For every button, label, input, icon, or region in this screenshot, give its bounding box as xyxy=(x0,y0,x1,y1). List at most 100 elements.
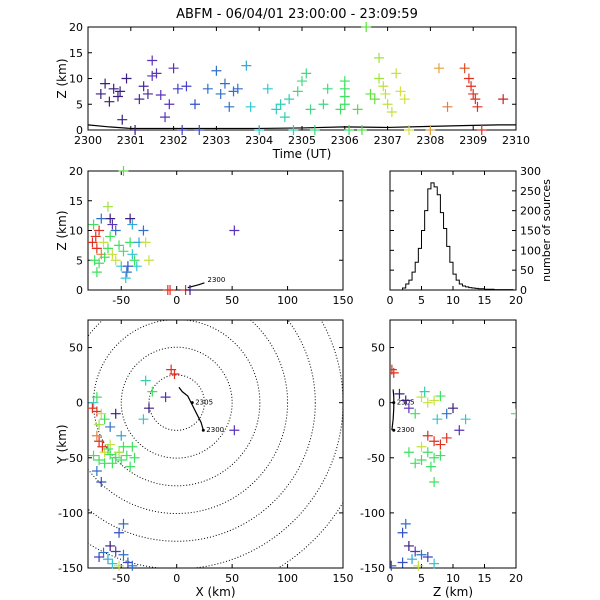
source-point xyxy=(127,219,138,230)
y-axis-label: Z (km) xyxy=(55,58,69,98)
x-tick-label: 2304 xyxy=(245,134,273,147)
source-point xyxy=(127,560,138,571)
source-point xyxy=(413,560,424,571)
source-point xyxy=(378,81,389,92)
track-label: 2300 xyxy=(397,426,415,434)
panel-x-height: -50 0 50 100 150 0 5 10 15 20 Z (km) 2300 xyxy=(55,165,354,307)
source-point xyxy=(160,392,171,403)
y-tick-label: 0 xyxy=(520,284,527,297)
source-point xyxy=(429,436,440,447)
source-point xyxy=(98,237,109,248)
source-point xyxy=(94,258,105,269)
x-tick-label: 50 xyxy=(225,572,239,585)
source-point xyxy=(107,458,118,469)
source-point xyxy=(390,367,399,378)
source-point xyxy=(284,94,295,105)
source-point xyxy=(386,106,397,117)
source-point xyxy=(229,225,240,236)
source-point xyxy=(94,551,105,562)
source-point xyxy=(96,408,107,419)
x-tick-label: 2307 xyxy=(374,134,402,147)
points-layer xyxy=(88,166,240,295)
source-point xyxy=(181,81,192,92)
source-point xyxy=(108,83,119,94)
x-tick-label: -50 xyxy=(112,572,130,585)
source-point xyxy=(245,101,256,112)
range-ring xyxy=(88,320,289,515)
source-point xyxy=(403,403,414,414)
source-point xyxy=(151,68,162,79)
source-point xyxy=(422,551,433,562)
plot-frame xyxy=(389,319,517,569)
x-tick-label: 20 xyxy=(509,294,523,307)
source-point xyxy=(301,68,312,79)
source-point xyxy=(397,527,408,538)
track-line xyxy=(391,389,395,431)
source-point xyxy=(279,112,290,123)
source-point xyxy=(416,549,427,560)
source-point xyxy=(134,94,145,105)
range-ring xyxy=(88,320,316,542)
source-point xyxy=(127,249,138,260)
y-axis-label: Z (km) xyxy=(55,210,69,250)
y-tick-label: 50 xyxy=(69,342,83,355)
source-point xyxy=(468,88,479,99)
x-axis-label: Time (UT) xyxy=(272,147,332,161)
source-point xyxy=(117,114,128,125)
source-point xyxy=(115,86,126,97)
source-point xyxy=(391,68,402,79)
source-point xyxy=(361,22,372,32)
source-point xyxy=(400,395,411,406)
source-point xyxy=(185,285,195,295)
source-point xyxy=(382,99,393,110)
source-point xyxy=(143,403,154,414)
panel-time-height: 2300 2301 2302 2303 2304 2305 2306 2307 2308 2309… xyxy=(55,21,530,161)
source-point xyxy=(130,125,141,135)
source-point xyxy=(202,83,213,94)
source-point xyxy=(422,447,433,458)
source-point xyxy=(441,408,452,419)
source-point xyxy=(410,408,421,419)
x-tick-label: 100 xyxy=(277,294,298,307)
source-point xyxy=(121,267,132,278)
x-tick-label: 15 xyxy=(478,294,492,307)
track-marker xyxy=(190,401,194,405)
track-label: 2300 xyxy=(208,276,226,284)
source-point xyxy=(425,461,436,472)
x-tick-label: 10 xyxy=(446,294,460,307)
x-tick-label: 5 xyxy=(418,572,425,585)
source-point xyxy=(335,104,346,115)
x-tick-label: 0 xyxy=(173,294,180,307)
source-point xyxy=(305,104,316,115)
source-point xyxy=(394,388,405,399)
y-tick-label: -150 xyxy=(360,562,385,575)
x-tick-label: 2308 xyxy=(416,134,444,147)
source-point xyxy=(147,70,158,81)
source-point xyxy=(292,86,303,97)
source-point xyxy=(435,391,446,402)
x-tick-label: 2306 xyxy=(331,134,359,147)
x-tick-label: 0 xyxy=(387,572,394,585)
source-point xyxy=(114,527,125,538)
source-point xyxy=(374,73,385,84)
source-point xyxy=(416,454,427,465)
y-tick-label: 15 xyxy=(69,47,83,60)
x-axis-label: X (km) xyxy=(195,585,235,599)
source-point xyxy=(147,55,158,66)
source-point xyxy=(140,375,151,386)
source-point xyxy=(105,421,116,432)
range-ring xyxy=(148,374,205,431)
y-tick-label: -150 xyxy=(58,562,83,575)
source-point xyxy=(116,430,127,441)
source-point xyxy=(94,454,105,465)
source-point xyxy=(99,252,110,263)
track-label: 2305 xyxy=(195,399,213,407)
source-point xyxy=(122,261,133,272)
x-tick-label: -50 xyxy=(112,294,130,307)
source-point xyxy=(88,397,99,408)
source-point xyxy=(105,449,116,460)
source-point xyxy=(96,477,107,488)
source-point xyxy=(91,406,102,417)
x-tick-label: 0 xyxy=(387,294,394,307)
source-point xyxy=(107,558,118,569)
